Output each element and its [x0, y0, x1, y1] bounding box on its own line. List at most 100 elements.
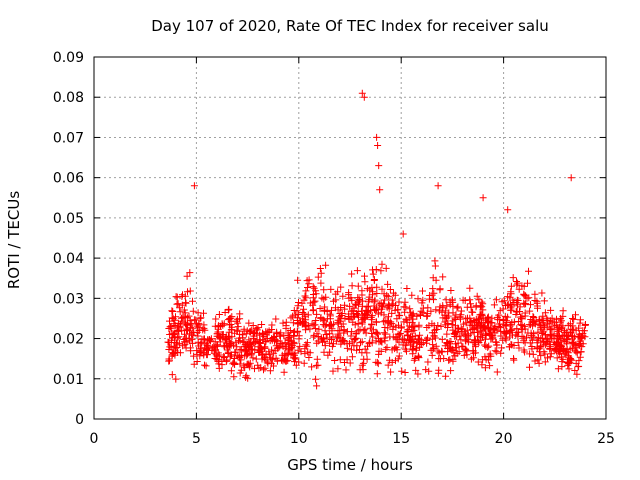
data-point [295, 332, 303, 340]
data-point [189, 307, 197, 315]
data-point [227, 326, 235, 334]
data-point [431, 262, 439, 270]
data-point [309, 307, 317, 315]
data-point [539, 312, 547, 320]
data-point [401, 308, 409, 316]
data-point [479, 194, 487, 202]
data-point [382, 264, 390, 272]
data-point [393, 315, 401, 323]
data-point [272, 354, 280, 362]
data-point [428, 351, 436, 359]
data-point [449, 317, 457, 325]
data-point [385, 302, 392, 310]
data-point [553, 354, 561, 362]
data-point [466, 284, 474, 292]
data-point [237, 366, 245, 374]
data-point [215, 364, 223, 372]
data-point [489, 333, 497, 341]
data-point [176, 322, 184, 330]
data-point [464, 336, 472, 344]
data-point [406, 305, 414, 313]
data-point [478, 330, 486, 338]
data-point [312, 362, 320, 370]
data-point [321, 307, 329, 315]
data-point [334, 306, 342, 314]
data-point [557, 317, 565, 325]
data-point [363, 349, 371, 357]
data-point [225, 305, 233, 313]
data-point [282, 342, 290, 350]
data-point [547, 350, 555, 358]
data-point [379, 318, 387, 326]
data-point [200, 309, 207, 317]
data-point [429, 285, 437, 293]
data-point [438, 308, 446, 316]
y-tick-label: 0.01 [53, 372, 84, 388]
data-point [557, 342, 565, 350]
x-tick-label: 0 [90, 431, 99, 447]
data-point [308, 363, 316, 371]
data-point [466, 296, 474, 304]
data-point [299, 319, 307, 327]
data-point [302, 316, 310, 324]
data-point [336, 356, 344, 364]
data-point [475, 315, 483, 323]
data-point [213, 341, 221, 349]
data-point [497, 349, 505, 357]
data-point [473, 292, 481, 300]
data-point [211, 347, 219, 355]
data-point [376, 337, 384, 345]
data-point [419, 304, 427, 312]
data-point [466, 314, 474, 322]
data-point [449, 357, 457, 365]
data-point [296, 342, 304, 350]
data-point [187, 330, 195, 338]
data-point [573, 370, 581, 378]
data-point [282, 324, 290, 332]
data-point [533, 297, 541, 305]
data-point [262, 328, 270, 336]
data-point [165, 325, 173, 332]
data-point [247, 328, 254, 336]
data-point [429, 341, 437, 349]
data-point [317, 279, 325, 287]
data-point [474, 319, 482, 327]
data-point [530, 330, 538, 338]
data-point [447, 287, 455, 294]
data-point [371, 296, 379, 304]
data-point [571, 367, 579, 374]
data-point [232, 348, 240, 356]
data-point [273, 357, 281, 365]
data-point [408, 311, 416, 319]
data-point [182, 327, 190, 334]
data-point [380, 290, 388, 298]
data-point [479, 326, 487, 334]
data-point [272, 315, 280, 323]
data-point [436, 286, 444, 294]
data-point [470, 336, 478, 344]
data-point [194, 338, 202, 346]
data-point [428, 329, 436, 337]
data-point [365, 298, 372, 306]
data-point [567, 174, 575, 182]
data-point [313, 310, 321, 318]
data-point [521, 292, 529, 300]
data-point [172, 375, 180, 383]
data-point [300, 359, 308, 367]
data-point [234, 319, 242, 327]
data-point [295, 299, 302, 306]
data-point [423, 310, 431, 318]
data-point [196, 314, 204, 322]
data-point [472, 303, 480, 311]
data-point [443, 330, 451, 338]
data-point [291, 328, 299, 336]
data-point [170, 320, 178, 328]
data-point [432, 306, 440, 314]
data-point [481, 364, 489, 372]
data-point [490, 301, 498, 309]
data-point [324, 351, 332, 359]
data-point [434, 347, 442, 355]
data-point [330, 297, 337, 305]
data-point [507, 341, 515, 348]
data-point [548, 314, 556, 322]
